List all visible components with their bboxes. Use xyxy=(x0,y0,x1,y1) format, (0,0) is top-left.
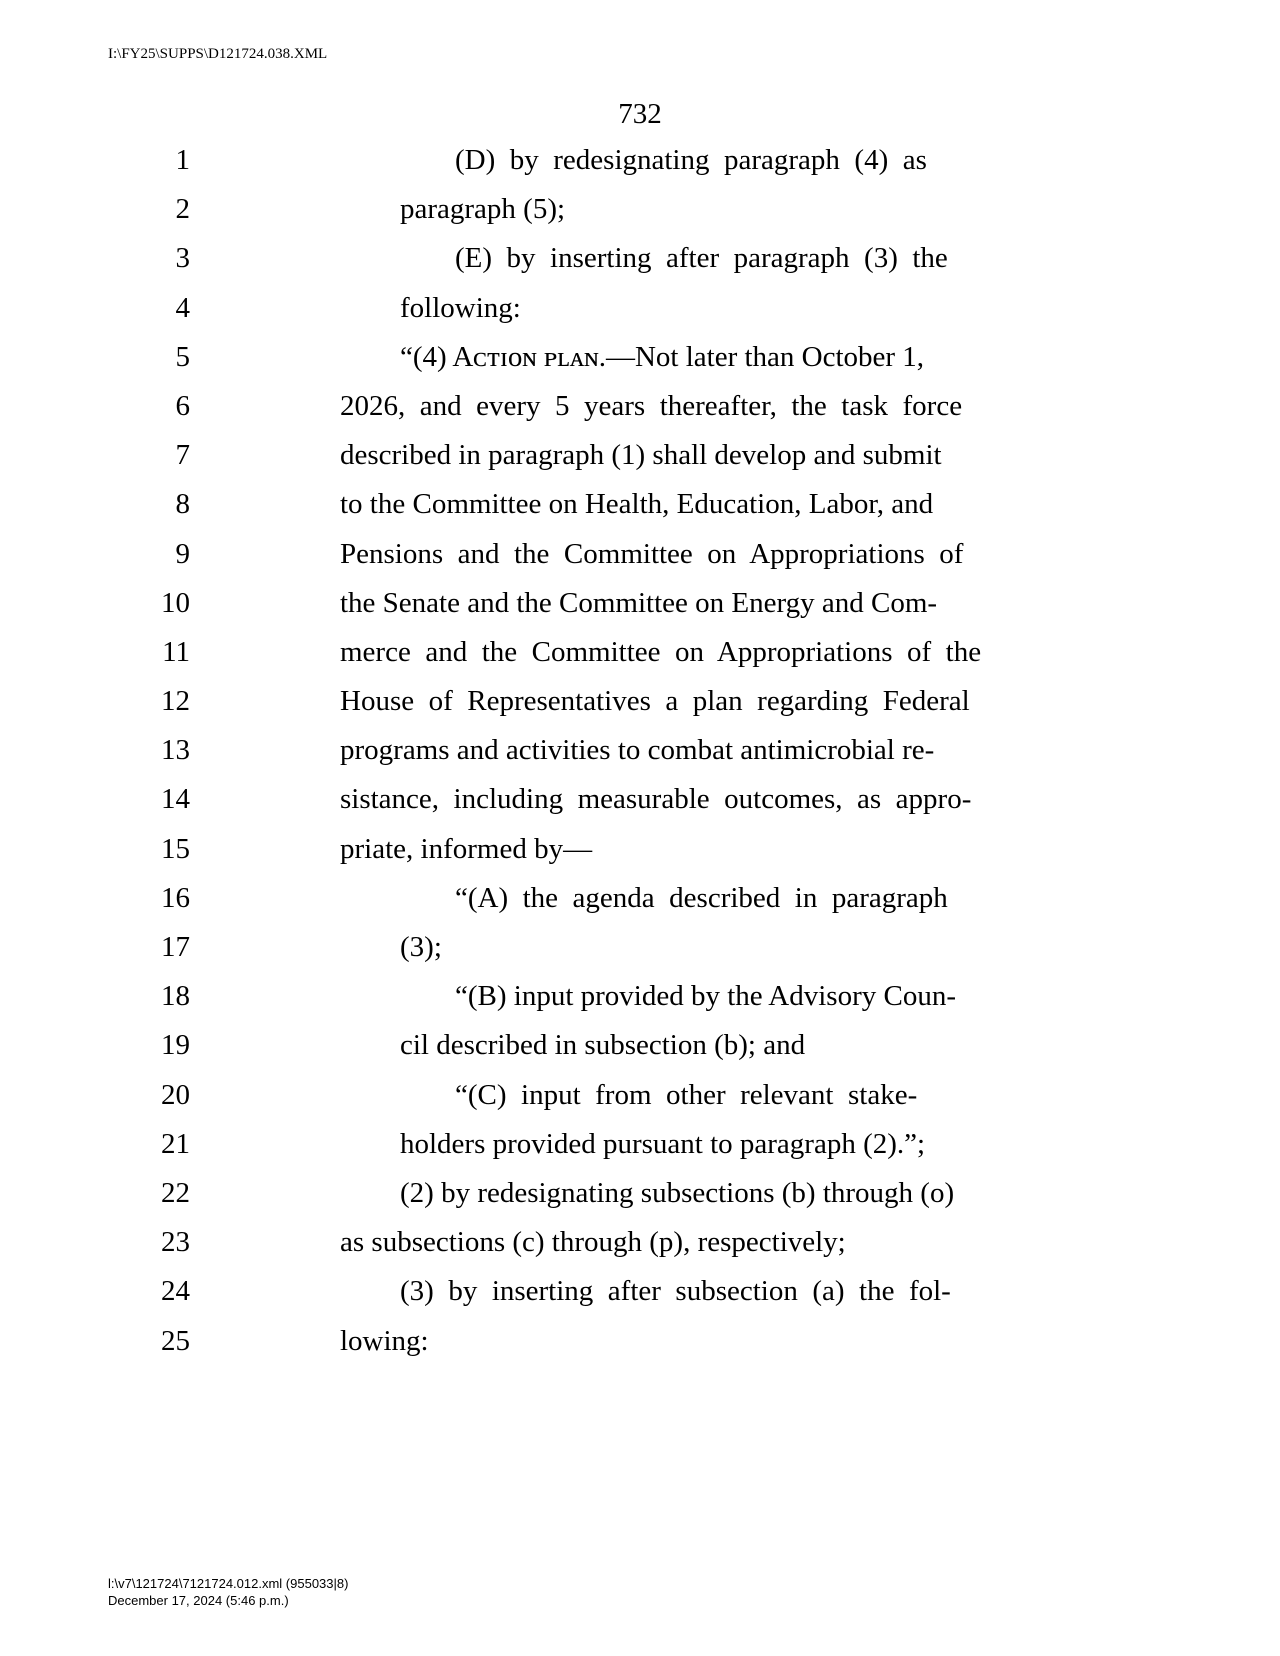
line-number: 15 xyxy=(130,833,225,866)
bill-text-body: 1(D) by redesignating paragraph (4) as2p… xyxy=(130,144,1150,1374)
line-text: described in paragraph (1) shall develop… xyxy=(225,439,1150,472)
bill-line: 62026, and every 5 years thereafter, the… xyxy=(130,390,1150,439)
line-number: 20 xyxy=(130,1079,225,1112)
bill-line: 25lowing: xyxy=(130,1325,1150,1374)
page-number: 732 xyxy=(0,98,1280,131)
bill-line: 10the Senate and the Committee on Energy… xyxy=(130,587,1150,636)
line-number: 4 xyxy=(130,292,225,325)
line-number: 16 xyxy=(130,882,225,915)
footer-info: l:\v7\121724\7121724.012.xml (955033|8) … xyxy=(108,1575,348,1610)
line-text: “(C) input from other relevant stake- xyxy=(225,1079,1150,1112)
line-text: cil described in subsection (b); and xyxy=(225,1029,1150,1062)
line-text: following: xyxy=(225,292,1150,325)
line-text: (D) by redesignating paragraph (4) as xyxy=(225,144,1150,177)
line-text: 2026, and every 5 years thereafter, the … xyxy=(225,390,1150,423)
line-number: 3 xyxy=(130,242,225,275)
line-number: 10 xyxy=(130,587,225,620)
line-text: paragraph (5); xyxy=(225,193,1150,226)
bill-line: 16“(A) the agenda described in paragraph xyxy=(130,882,1150,931)
bill-line: 24(3) by inserting after subsection (a) … xyxy=(130,1275,1150,1324)
bill-line: 9Pensions and the Committee on Appropria… xyxy=(130,538,1150,587)
footer-date: December 17, 2024 (5:46 p.m.) xyxy=(108,1592,348,1610)
line-number: 14 xyxy=(130,783,225,816)
bill-line: 21holders provided pursuant to paragraph… xyxy=(130,1128,1150,1177)
bill-line: 15priate, informed by— xyxy=(130,833,1150,882)
line-text: “(4) Aᴄᴛɪᴏɴ ᴘʟᴀɴ.—Not later than October… xyxy=(225,341,1150,374)
bill-line: 19cil described in subsection (b); and xyxy=(130,1029,1150,1078)
line-number: 6 xyxy=(130,390,225,423)
line-text: programs and activities to combat antimi… xyxy=(225,734,1150,767)
line-number: 17 xyxy=(130,931,225,964)
line-text: holders provided pursuant to paragraph (… xyxy=(225,1128,1150,1161)
line-number: 25 xyxy=(130,1325,225,1358)
line-text: Pensions and the Committee on Appropriat… xyxy=(225,538,1150,571)
line-text: House of Representatives a plan regardin… xyxy=(225,685,1150,718)
bill-line: 17(3); xyxy=(130,931,1150,980)
line-text: to the Committee on Health, Education, L… xyxy=(225,488,1150,521)
bill-line: 13programs and activities to combat anti… xyxy=(130,734,1150,783)
bill-line: 12House of Representatives a plan regard… xyxy=(130,685,1150,734)
line-number: 13 xyxy=(130,734,225,767)
line-number: 12 xyxy=(130,685,225,718)
line-text: (3); xyxy=(225,931,1150,964)
line-number: 18 xyxy=(130,980,225,1013)
line-number: 22 xyxy=(130,1177,225,1210)
bill-line: 14sistance, including measurable outcome… xyxy=(130,783,1150,832)
bill-line: 1(D) by redesignating paragraph (4) as xyxy=(130,144,1150,193)
line-text: lowing: xyxy=(225,1325,1150,1358)
bill-line: 7described in paragraph (1) shall develo… xyxy=(130,439,1150,488)
header-file-path: I:\FY25\SUPPS\D121724.038.XML xyxy=(108,46,327,63)
bill-line: 20“(C) input from other relevant stake- xyxy=(130,1079,1150,1128)
line-text: (3) by inserting after subsection (a) th… xyxy=(225,1275,1150,1308)
line-text: priate, informed by— xyxy=(225,833,1150,866)
line-text: (E) by inserting after paragraph (3) the xyxy=(225,242,1150,275)
line-text: “(B) input provided by the Advisory Coun… xyxy=(225,980,1150,1013)
footer-path: l:\v7\121724\7121724.012.xml (955033|8) xyxy=(108,1575,348,1593)
line-text: (2) by redesignating subsections (b) thr… xyxy=(225,1177,1150,1210)
bill-line: 18“(B) input provided by the Advisory Co… xyxy=(130,980,1150,1029)
bill-line: 4following: xyxy=(130,292,1150,341)
line-number: 9 xyxy=(130,538,225,571)
line-number: 7 xyxy=(130,439,225,472)
line-number: 5 xyxy=(130,341,225,374)
line-number: 19 xyxy=(130,1029,225,1062)
bill-line: 23as subsections (c) through (p), respec… xyxy=(130,1226,1150,1275)
bill-line: 3(E) by inserting after paragraph (3) th… xyxy=(130,242,1150,291)
line-number: 8 xyxy=(130,488,225,521)
line-text: the Senate and the Committee on Energy a… xyxy=(225,587,1150,620)
bill-line: 5“(4) Aᴄᴛɪᴏɴ ᴘʟᴀɴ.—Not later than Octobe… xyxy=(130,341,1150,390)
line-number: 11 xyxy=(130,636,225,669)
line-number: 21 xyxy=(130,1128,225,1161)
line-text: merce and the Committee on Appropriation… xyxy=(225,636,1150,669)
line-number: 2 xyxy=(130,193,225,226)
bill-line: 11merce and the Committee on Appropriati… xyxy=(130,636,1150,685)
line-number: 1 xyxy=(130,144,225,177)
bill-line: 2paragraph (5); xyxy=(130,193,1150,242)
line-text: “(A) the agenda described in paragraph xyxy=(225,882,1150,915)
line-text: sistance, including measurable outcomes,… xyxy=(225,783,1150,816)
bill-line: 22(2) by redesignating subsections (b) t… xyxy=(130,1177,1150,1226)
line-number: 24 xyxy=(130,1275,225,1308)
line-number: 23 xyxy=(130,1226,225,1259)
bill-line: 8to the Committee on Health, Education, … xyxy=(130,488,1150,537)
line-text: as subsections (c) through (p), respecti… xyxy=(225,1226,1150,1259)
